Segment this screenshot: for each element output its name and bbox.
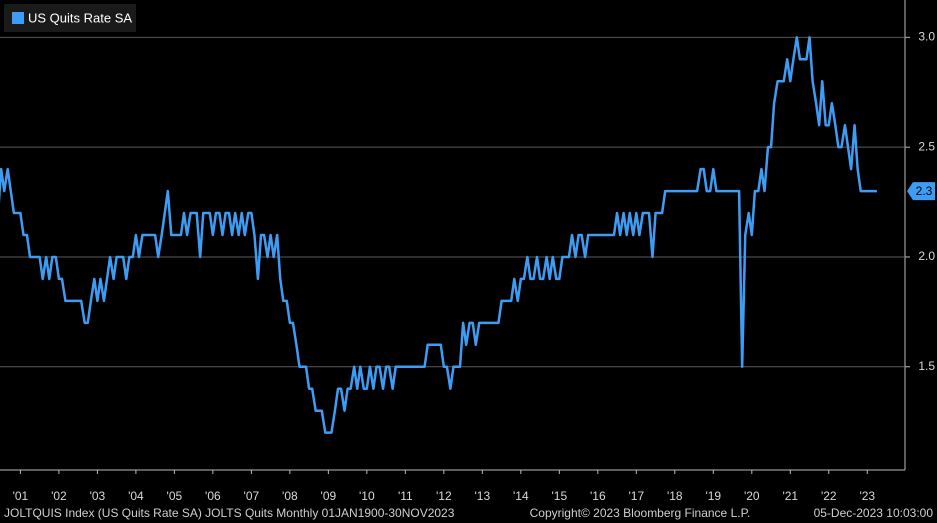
x-tick-label: '02 bbox=[51, 489, 67, 503]
footer-copyright: Copyright© 2023 Bloomberg Finance L.P. bbox=[530, 506, 751, 520]
x-tick-label: '16 bbox=[590, 489, 606, 503]
x-tick-label: '20 bbox=[744, 489, 760, 503]
last-value-tag bbox=[907, 182, 935, 201]
footer-timestamp: 05-Dec-2023 10:03:00 bbox=[814, 506, 934, 520]
x-tick-label: '01 bbox=[13, 489, 29, 503]
x-tick-label: '18 bbox=[667, 489, 683, 503]
y-tick-label: 3.0 bbox=[918, 30, 935, 44]
x-tick-label: '15 bbox=[552, 489, 568, 503]
x-tick-label: '03 bbox=[90, 489, 106, 503]
legend-box bbox=[4, 4, 136, 32]
x-tick-label: '05 bbox=[167, 489, 183, 503]
legend-label: US Quits Rate SA bbox=[28, 10, 132, 25]
x-tick-label: '14 bbox=[513, 489, 529, 503]
x-tick-label: '08 bbox=[282, 489, 298, 503]
last-value-label: 2.3 bbox=[916, 184, 933, 198]
y-tick-label: 1.5 bbox=[918, 359, 935, 373]
x-tick-label: '12 bbox=[436, 489, 452, 503]
series-line bbox=[0, 36, 877, 434]
footer-band bbox=[0, 506, 937, 523]
x-tick-label: '07 bbox=[244, 489, 260, 503]
x-tick-label: '23 bbox=[859, 489, 875, 503]
x-tick-label: '09 bbox=[321, 489, 337, 503]
x-tick-label: '19 bbox=[705, 489, 721, 503]
x-tick-label: '17 bbox=[628, 489, 644, 503]
x-tick-label: '13 bbox=[475, 489, 491, 503]
x-tick-label: '06 bbox=[205, 489, 221, 503]
y-tick-label: 2.5 bbox=[918, 139, 935, 153]
legend-swatch bbox=[12, 12, 24, 24]
x-tick-label: '11 bbox=[398, 489, 413, 503]
x-tick-label: '22 bbox=[821, 489, 837, 503]
x-tick-label: '04 bbox=[128, 489, 144, 503]
x-tick-label: '10 bbox=[359, 489, 375, 503]
x-tick-label: '21 bbox=[782, 489, 798, 503]
y-tick-label: 2.0 bbox=[918, 249, 935, 263]
footer-source: JOLTQUIS Index (US Quits Rate SA) JOLTS … bbox=[4, 506, 455, 520]
